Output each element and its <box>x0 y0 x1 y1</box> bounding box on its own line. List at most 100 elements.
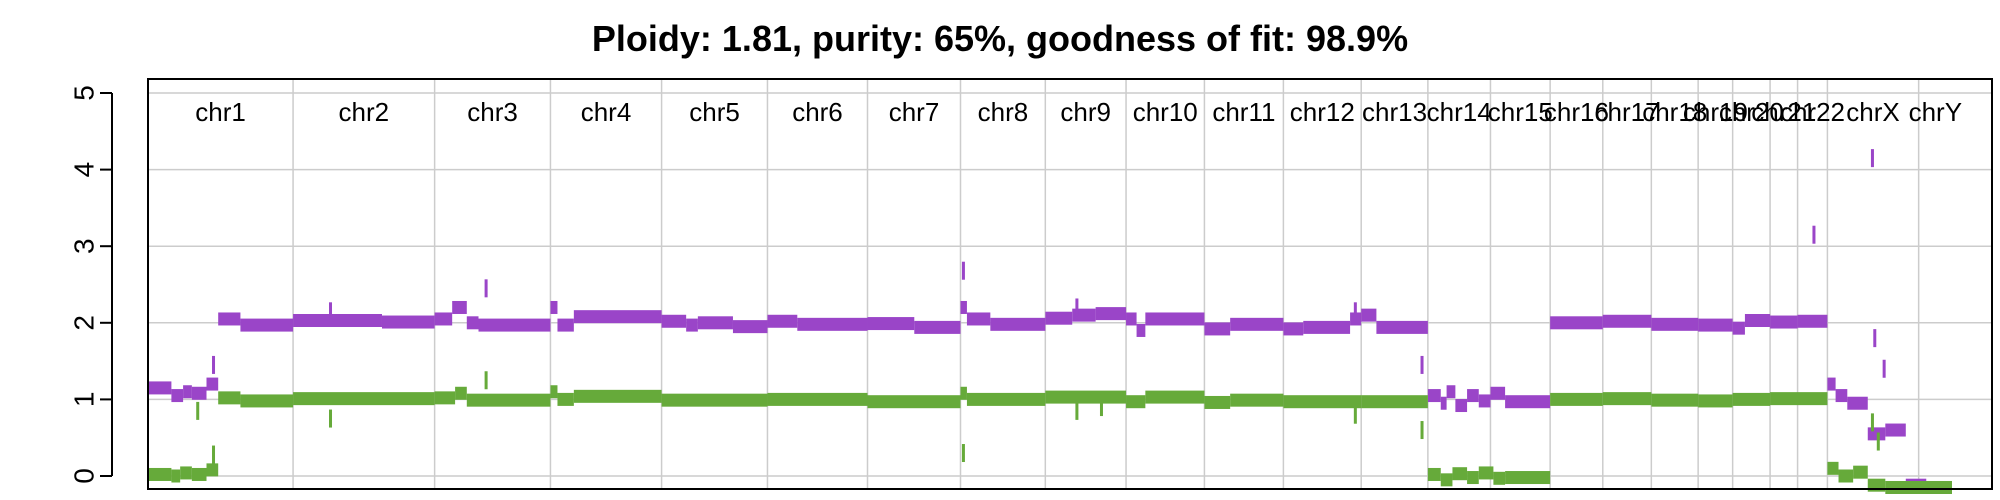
minor-segment-0 <box>148 468 171 481</box>
total-segment-56 <box>1827 378 1835 391</box>
total-outlier-7 <box>962 262 965 280</box>
total-outlier-5 <box>485 279 488 297</box>
total-segment-55 <box>1798 315 1828 328</box>
minor-segment-40 <box>1839 470 1854 483</box>
total-segment-5 <box>218 312 240 325</box>
minor-segment-12 <box>557 393 573 406</box>
total-segment-57 <box>1836 389 1848 402</box>
total-segment-10 <box>452 301 467 314</box>
minor-segment-33 <box>1550 393 1603 406</box>
total-segment-50 <box>1651 318 1698 331</box>
chromosome-label-chr3: chr3 <box>467 97 518 127</box>
chromosome-label-chr9: chr9 <box>1060 97 1111 127</box>
minor-segment-39 <box>1827 462 1838 475</box>
total-segment-1 <box>171 389 183 402</box>
y-tick-label-3: 3 <box>69 238 100 254</box>
total-segment-48 <box>1550 316 1603 329</box>
chromosome-label-chr7: chr7 <box>889 97 940 127</box>
total-segment-53 <box>1745 314 1770 327</box>
minor-segment-36 <box>1698 394 1733 407</box>
minor-segment-3 <box>192 468 207 481</box>
total-outlier-14 <box>1421 356 1424 374</box>
total-segment-41 <box>1441 397 1447 410</box>
total-segment-27 <box>1045 312 1072 325</box>
total-outlier-9 <box>1075 298 1078 316</box>
minor-outlier-20 <box>1871 413 1874 431</box>
minor-segment-10 <box>467 394 551 407</box>
total-segment-52 <box>1733 322 1745 335</box>
minor-segment-26 <box>1428 468 1441 481</box>
y-tick-label-4: 4 <box>69 162 100 178</box>
minor-segment-43 <box>1885 481 1952 494</box>
total-segment-54 <box>1770 316 1797 329</box>
minor-segment-7 <box>293 392 435 405</box>
total-segment-15 <box>574 310 662 323</box>
total-segment-17 <box>686 319 698 332</box>
minor-segment-6 <box>240 394 293 407</box>
minor-segment-24 <box>1283 395 1361 408</box>
total-segment-32 <box>1145 312 1204 325</box>
minor-segment-23 <box>1230 394 1283 407</box>
total-segment-0 <box>148 381 171 394</box>
total-segment-59 <box>1868 427 1886 440</box>
minor-segment-30 <box>1479 466 1494 479</box>
chromosome-label-chr12: chr12 <box>1290 97 1355 127</box>
total-segment-47 <box>1505 395 1550 408</box>
total-segment-13 <box>550 301 557 314</box>
chromosome-label-chr8: chr8 <box>978 97 1029 127</box>
minor-segment-27 <box>1441 473 1453 486</box>
total-segment-43 <box>1455 399 1467 412</box>
chromosome-label-chr6: chr6 <box>792 97 843 127</box>
minor-outlier-15 <box>1421 421 1424 439</box>
chromosome-label-chr11: chr11 <box>1212 97 1275 127</box>
minor-segment-29 <box>1467 471 1479 484</box>
total-segment-4 <box>206 378 218 391</box>
total-segment-7 <box>293 314 382 327</box>
minor-segment-1 <box>171 470 180 483</box>
minor-segment-4 <box>206 463 218 476</box>
total-segment-31 <box>1137 324 1146 337</box>
minor-segment-32 <box>1505 471 1550 484</box>
minor-segment-2 <box>180 466 192 479</box>
total-segment-14 <box>557 319 573 332</box>
minor-segment-35 <box>1651 394 1698 407</box>
total-segment-39 <box>1376 321 1427 334</box>
chromosome-label-chr10: chr10 <box>1133 97 1198 127</box>
minor-segment-8 <box>435 391 455 404</box>
minor-segment-9 <box>455 387 467 400</box>
total-outlier-12 <box>1354 302 1357 320</box>
total-segment-24 <box>961 301 967 314</box>
chromosome-label-chr5: chr5 <box>689 97 740 127</box>
total-segment-6 <box>240 319 293 332</box>
minor-outlier-1 <box>212 446 215 464</box>
total-segment-16 <box>662 315 687 328</box>
minor-segment-34 <box>1603 392 1652 405</box>
minor-segment-38 <box>1770 392 1827 405</box>
total-outlier-3 <box>329 302 332 320</box>
minor-outlier-13 <box>1354 406 1357 424</box>
total-segment-8 <box>382 316 435 329</box>
total-segment-22 <box>867 317 914 330</box>
total-segment-18 <box>698 316 733 329</box>
minor-segment-13 <box>574 390 662 403</box>
y-tick-label-5: 5 <box>69 85 100 101</box>
total-segment-44 <box>1467 389 1479 402</box>
minor-segment-41 <box>1853 466 1868 479</box>
minor-outlier-4 <box>329 410 332 428</box>
total-segment-45 <box>1479 394 1491 407</box>
minor-segment-21 <box>1145 391 1204 404</box>
chromosome-label-chr2: chr2 <box>339 97 390 127</box>
total-segment-36 <box>1303 321 1350 334</box>
minor-segment-5 <box>218 391 240 404</box>
total-segment-23 <box>914 321 960 334</box>
total-outlier-17 <box>1871 149 1874 167</box>
chromosome-label-chrX: chrX <box>1846 97 1899 127</box>
minor-outlier-10 <box>1075 402 1078 420</box>
total-segment-40 <box>1428 389 1441 402</box>
minor-segment-20 <box>1126 395 1145 408</box>
y-tick-label-1: 1 <box>69 392 100 408</box>
chromosome-label-chr1: chr1 <box>195 97 246 127</box>
chromosome-label-chr13: chr13 <box>1362 97 1427 127</box>
total-segment-60 <box>1885 424 1905 437</box>
